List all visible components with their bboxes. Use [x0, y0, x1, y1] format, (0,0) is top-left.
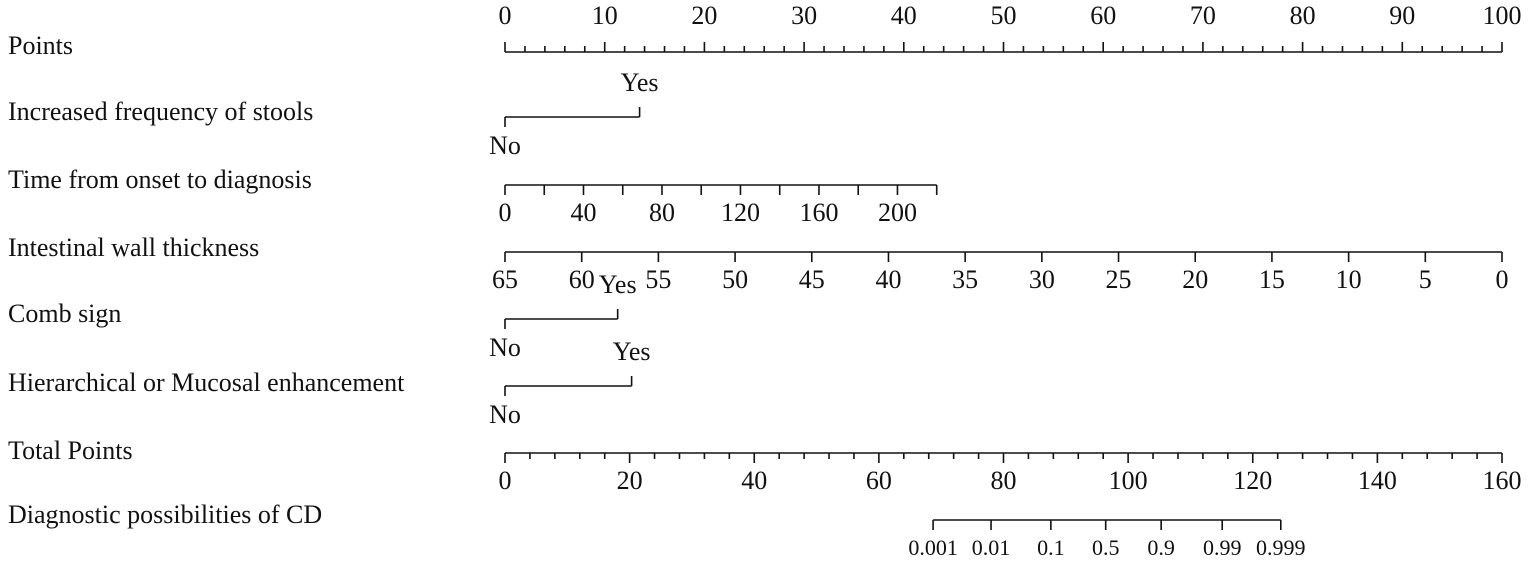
tick-label: 60: [1090, 1, 1116, 30]
tick-label: No: [489, 333, 521, 362]
tick-label: 20: [691, 1, 717, 30]
tick-label: 0.999: [1256, 535, 1306, 560]
tick-label: 0.99: [1203, 535, 1242, 560]
row-label: Diagnostic possibilities of CD: [8, 500, 322, 529]
tick-label: 0.5: [1092, 535, 1120, 560]
tick-label: 0: [1496, 265, 1509, 294]
tick-label: 100: [1109, 466, 1148, 495]
tick-label: Yes: [599, 270, 637, 299]
row-label: Time from onset to diagnosis: [8, 165, 312, 194]
tick-label: 45: [799, 265, 825, 294]
tick-label: 15: [1259, 265, 1285, 294]
tick-label: 40: [891, 1, 917, 30]
tick-label: 0: [499, 1, 512, 30]
tick-label: 20: [1182, 265, 1208, 294]
tick-label: 0: [499, 466, 512, 495]
tick-label: 40: [570, 198, 596, 227]
tick-label: 200: [878, 198, 917, 227]
tick-label: Yes: [613, 337, 651, 366]
tick-label: 55: [645, 265, 671, 294]
tick-label: 0: [499, 198, 512, 227]
tick-label: 0.001: [908, 535, 958, 560]
tick-label: 30: [1029, 265, 1055, 294]
tick-label: 80: [1290, 1, 1316, 30]
tick-label: 80: [991, 466, 1017, 495]
tick-label: No: [489, 131, 521, 160]
row-label: Increased frequency of stools: [8, 97, 313, 126]
tick-label: 140: [1358, 466, 1397, 495]
tick-label: 25: [1106, 265, 1132, 294]
tick-label: 10: [592, 1, 618, 30]
tick-label: 40: [875, 265, 901, 294]
tick-label: 40: [741, 466, 767, 495]
tick-label: 0.9: [1147, 535, 1175, 560]
tick-label: 160: [799, 198, 838, 227]
tick-label: 10: [1336, 265, 1362, 294]
tick-label: 20: [617, 466, 643, 495]
tick-label: 5: [1419, 265, 1432, 294]
tick-label: Yes: [621, 68, 659, 97]
tick-label: 90: [1389, 1, 1415, 30]
row-label: Intestinal wall thickness: [8, 233, 259, 262]
tick-label: 0.1: [1037, 535, 1065, 560]
tick-label: 35: [952, 265, 978, 294]
tick-label: 80: [649, 198, 675, 227]
tick-label: 100: [1483, 1, 1522, 30]
tick-label: No: [489, 400, 521, 429]
tick-label: 120: [1233, 466, 1272, 495]
row-label: Total Points: [8, 436, 133, 465]
tick-label: 60: [866, 466, 892, 495]
tick-label: 160: [1483, 466, 1522, 495]
tick-label: 30: [791, 1, 817, 30]
tick-label: 50: [991, 1, 1017, 30]
row-label: Hierarchical or Mucosal enhancement: [8, 368, 405, 397]
row-label: Comb sign: [8, 299, 121, 328]
tick-label: 50: [722, 265, 748, 294]
tick-label: 70: [1190, 1, 1216, 30]
tick-label: 60: [569, 265, 595, 294]
tick-label: 120: [721, 198, 760, 227]
row-label: Points: [8, 31, 73, 60]
tick-label: 0.01: [972, 535, 1011, 560]
tick-label: 65: [492, 265, 518, 294]
